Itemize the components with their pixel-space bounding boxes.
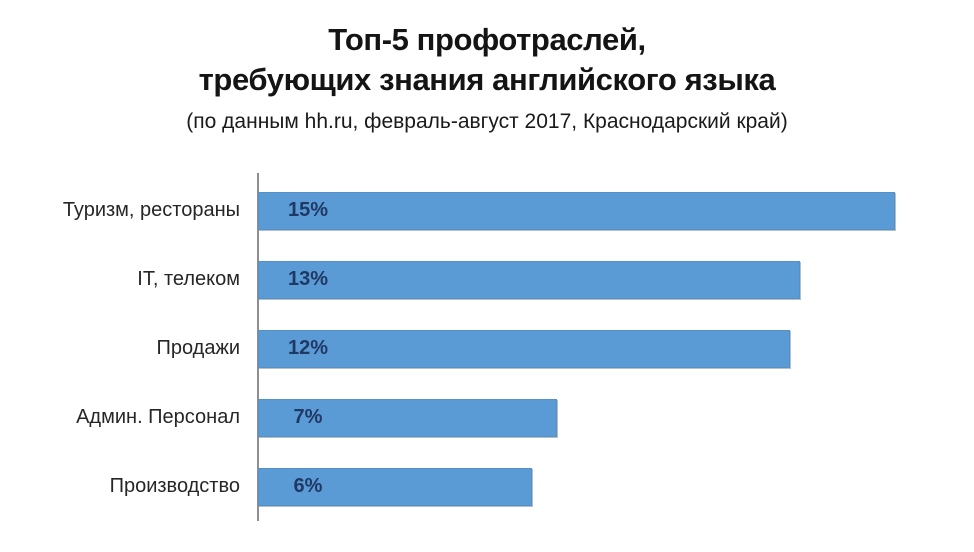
chart-row: Админ. Персонал 7%	[0, 383, 974, 452]
value-label: 13%	[287, 268, 329, 290]
bar: 6%	[258, 467, 532, 506]
bar-area: 13%	[258, 260, 974, 299]
bar-area: 12%	[258, 329, 974, 368]
category-label: Админ. Персонал	[76, 406, 240, 428]
chart-row: Продажи 12%	[0, 314, 974, 383]
chart-subtitle: (по данным hh.ru, февраль-август 2017, К…	[186, 110, 788, 133]
value-label: 7%	[293, 406, 323, 428]
title-block: Топ-5 профотраслей, требующих знания анг…	[0, 0, 974, 135]
bar: 7%	[258, 398, 557, 437]
bar-area: 7%	[258, 398, 974, 437]
category-label: IT, телеком	[137, 268, 240, 290]
value-label: 12%	[287, 337, 329, 359]
chart-row: Производство 6%	[0, 452, 974, 521]
value-label: 6%	[293, 475, 323, 497]
bar-chart: Туризм, рестораны 15% IT, телеком 13% Продаж…	[0, 173, 974, 521]
category-label: Производство	[109, 475, 240, 497]
category-label: Туризм, рестораны	[62, 199, 240, 221]
value-label: 15%	[287, 199, 329, 221]
chart-rows: Туризм, рестораны 15% IT, телеком 13% Продаж…	[0, 176, 974, 521]
chart-row: Туризм, рестораны 15%	[0, 176, 974, 245]
chart-title: Топ-5 профотраслей, требующих знания анг…	[0, 20, 974, 100]
bar: 13%	[258, 260, 800, 299]
bar: 15%	[258, 191, 895, 230]
chart-title-line2: требующих знания английского языка	[198, 62, 776, 97]
chart-title-line1: Топ-5 профотраслей,	[328, 22, 646, 57]
category-label: Продажи	[156, 337, 240, 359]
bar: 12%	[258, 329, 790, 368]
bar-area: 15%	[258, 191, 974, 230]
chart-row: IT, телеком 13%	[0, 245, 974, 314]
bar-area: 6%	[258, 467, 974, 506]
